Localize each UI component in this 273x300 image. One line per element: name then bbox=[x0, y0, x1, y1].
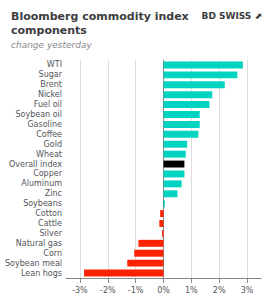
svg-text:Soybeans: Soybeans bbox=[23, 199, 62, 208]
svg-text:2%: 2% bbox=[213, 286, 226, 295]
svg-text:Bloomberg commodity index: Bloomberg commodity index bbox=[11, 10, 189, 23]
svg-text:BD SWISS ⬈: BD SWISS ⬈ bbox=[202, 11, 262, 21]
svg-text:Fuel oil: Fuel oil bbox=[34, 100, 62, 109]
svg-text:Sugar: Sugar bbox=[39, 70, 63, 79]
svg-text:Soybean meal: Soybean meal bbox=[5, 259, 62, 268]
svg-text:Wheat: Wheat bbox=[36, 150, 62, 159]
svg-text:Silver: Silver bbox=[40, 229, 63, 238]
svg-text:0%: 0% bbox=[157, 286, 170, 295]
svg-text:Gasoline: Gasoline bbox=[27, 120, 62, 129]
svg-text:Aluminum: Aluminum bbox=[21, 179, 62, 188]
svg-text:-2%: -2% bbox=[100, 286, 116, 295]
svg-text:-1%: -1% bbox=[128, 286, 144, 295]
svg-text:Brent: Brent bbox=[40, 80, 62, 89]
svg-text:Soybean oil: Soybean oil bbox=[15, 110, 62, 119]
svg-text:Gold: Gold bbox=[44, 140, 62, 149]
svg-text:Copper: Copper bbox=[33, 169, 63, 178]
svg-text:Lean hogs: Lean hogs bbox=[21, 269, 62, 278]
svg-text:change yesterday: change yesterday bbox=[11, 40, 93, 50]
svg-text:components: components bbox=[11, 24, 87, 37]
svg-text:3%: 3% bbox=[241, 286, 254, 295]
svg-text:WTI: WTI bbox=[47, 60, 62, 69]
svg-text:-3%: -3% bbox=[72, 286, 88, 295]
svg-text:1%: 1% bbox=[185, 286, 198, 295]
svg-text:Cattle: Cattle bbox=[38, 219, 62, 228]
svg-text:Zinc: Zinc bbox=[45, 189, 62, 198]
svg-text:Overall index: Overall index bbox=[9, 160, 62, 169]
svg-text:Corn: Corn bbox=[43, 249, 62, 258]
svg-text:Natural gas: Natural gas bbox=[16, 239, 62, 248]
svg-text:Coffee: Coffee bbox=[36, 130, 62, 139]
svg-text:Cotton: Cotton bbox=[35, 209, 62, 218]
svg-text:Nickel: Nickel bbox=[38, 90, 62, 99]
